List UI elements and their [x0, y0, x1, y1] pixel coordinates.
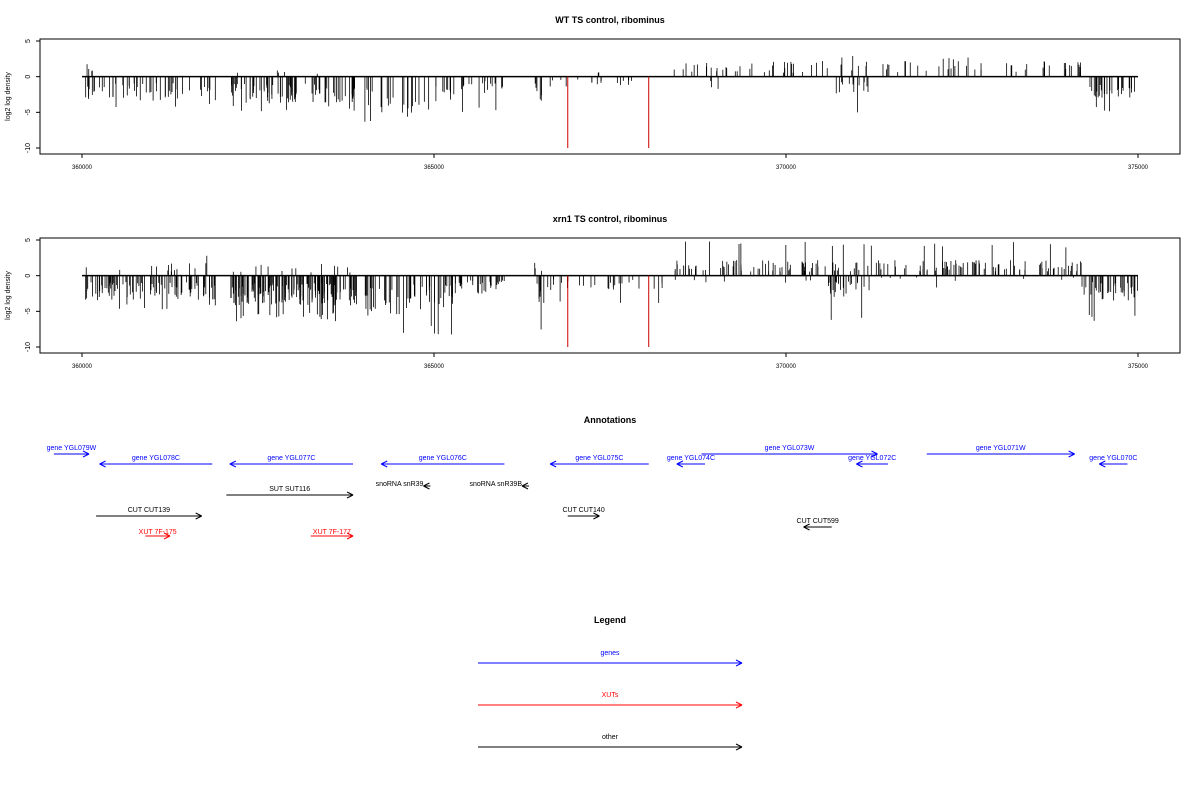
feature-arrow	[423, 482, 431, 490]
y-tick-label: -10	[25, 342, 32, 352]
y-tick-label: 0	[25, 75, 32, 79]
annotations-title: Annotations	[584, 415, 637, 425]
feature-gene: gene YGL077C	[229, 455, 354, 468]
feature-arrow	[926, 450, 1075, 458]
feature-other: snoRNA snR39	[376, 481, 431, 490]
legend-item-gene: genes	[478, 650, 743, 667]
feature-label: gene YGL071W	[976, 445, 1026, 452]
legend-label: genes	[600, 650, 620, 657]
y-tick-label: -5	[25, 109, 32, 115]
x-tick-label: 375000	[1128, 165, 1149, 171]
feature-label: XUT 7F-175	[139, 529, 177, 536]
feature-other: CUT CUT139	[96, 507, 202, 520]
annotations-panel: Annotations gene YGL079W gene YGL078C gene…	[47, 415, 1137, 540]
legend-panel: Legend genes XUTs other	[478, 615, 743, 751]
feature-arrow	[226, 491, 354, 499]
panel-title: xrn1 TS control, ribominus	[553, 214, 668, 224]
feature-label: CUT CUT139	[128, 507, 170, 514]
y-tick-label: -5	[25, 308, 32, 314]
feature-arrow	[53, 450, 90, 458]
y-tick-label: 5	[25, 39, 32, 43]
feature-label: gene YGL077C	[267, 455, 315, 462]
x-tick-label: 365000	[424, 165, 445, 171]
x-tick-label: 370000	[776, 364, 797, 370]
y-tick-label: 5	[25, 238, 32, 242]
feature-label: gene YGL075C	[575, 455, 623, 462]
feature-arrow	[567, 512, 600, 520]
feature-arrow	[856, 460, 889, 468]
feature-label: CUT CUT599	[797, 518, 839, 525]
legend-item-other: other	[478, 734, 743, 751]
feature-label: snoRNA snR39	[376, 481, 424, 488]
feature-gene: gene YGL070C	[1089, 455, 1137, 468]
feature-label: gene YGL078C	[132, 455, 180, 462]
feature-label: SUT SUT116	[269, 486, 310, 493]
feature-label: CUT CUT140	[562, 507, 604, 514]
x-tick-label: 370000	[776, 165, 797, 171]
legend-arrow	[478, 659, 743, 667]
plot-frame	[39, 237, 1181, 354]
feature-arrow	[1099, 460, 1128, 468]
feature-label: gene YGL074C	[667, 455, 715, 462]
y-axis-label: log2 log density	[5, 271, 12, 320]
feature-other: SUT SUT116	[226, 486, 354, 499]
x-tick-label: 360000	[72, 364, 93, 370]
legend-arrow	[478, 743, 743, 751]
feature-arrow	[310, 532, 354, 540]
feature-label: gene YGL072C	[848, 455, 896, 462]
xrn1-density-panel: xrn1 TS control, ribominus log2 log densi…	[5, 214, 1181, 370]
legend-arrow	[478, 701, 743, 709]
feature-label: gene YGL073W	[765, 445, 815, 452]
feature-arrow	[701, 450, 878, 458]
feature-xut: XUT 7F-177	[310, 529, 354, 540]
legend-label: XUTs	[602, 692, 619, 699]
feature-other: CUT CUT140	[562, 507, 605, 520]
feature-other: snoRNA snR39B	[469, 481, 530, 490]
legend-label: other	[602, 734, 619, 741]
feature-label: gene YGL070C	[1089, 455, 1137, 462]
y-tick-label: -10	[25, 143, 32, 153]
feature-arrow	[145, 532, 171, 540]
feature-arrow	[380, 460, 505, 468]
feature-arrow	[521, 482, 530, 490]
feature-label: XUT 7F-177	[313, 529, 351, 536]
feature-gene: gene YGL072C	[848, 455, 896, 468]
feature-arrow	[96, 512, 202, 520]
legend-title: Legend	[594, 615, 626, 625]
feature-label: gene YGL076C	[419, 455, 467, 462]
density-bars	[85, 56, 1135, 122]
x-tick-label: 375000	[1128, 364, 1149, 370]
feature-arrow	[803, 523, 832, 531]
feature-gene: gene YGL078C	[99, 455, 213, 468]
feature-arrow	[229, 460, 354, 468]
density-bars	[85, 241, 1138, 335]
feature-arrow	[549, 460, 649, 468]
x-tick-label: 365000	[424, 364, 445, 370]
feature-xut: XUT 7F-175	[139, 529, 177, 540]
panel-title: WT TS control, ribominus	[555, 15, 665, 25]
feature-gene: gene YGL075C	[549, 455, 649, 468]
y-tick-label: 0	[25, 274, 32, 278]
x-tick-label: 360000	[72, 165, 93, 171]
feature-gene: gene YGL071W	[926, 445, 1075, 458]
feature-arrow	[676, 460, 706, 468]
feature-gene: gene YGL076C	[380, 455, 505, 468]
feature-label: snoRNA snR39B	[469, 481, 522, 488]
feature-gene: gene YGL074C	[667, 455, 715, 468]
feature-gene: gene YGL073W	[701, 445, 878, 458]
feature-gene: gene YGL079W	[47, 445, 97, 458]
y-axis-label: log2 log density	[5, 72, 12, 121]
wt-density-panel: WT TS control, ribominus log2 log density…	[5, 15, 1181, 171]
legend-item-xut: XUTs	[478, 692, 743, 709]
plot-frame	[39, 38, 1181, 155]
feature-arrow	[99, 460, 213, 468]
feature-other: CUT CUT599	[797, 518, 839, 531]
feature-label: gene YGL079W	[47, 445, 97, 452]
